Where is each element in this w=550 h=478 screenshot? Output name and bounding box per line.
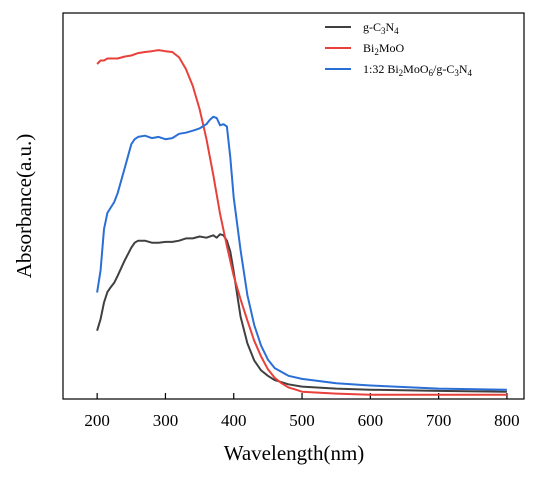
x-tick-label-800: 800 [494,411,520,430]
series-line-2 [96,49,507,396]
y-axis-label: Absorbance(a.u.) [12,134,36,279]
legend-label-3: 1:32 Bi2MoO6/g-C3N4 [363,62,473,78]
plot-frame [62,12,525,400]
legend-label-2: Bi2MoO [363,41,405,57]
series-layer [96,49,507,396]
legend-label-1: g-C3N4 [363,20,399,36]
series-line-1 [96,233,507,393]
x-tick-label-700: 700 [426,411,452,430]
x-tick-label-500: 500 [289,411,315,430]
x-tick-label-300: 300 [153,411,179,430]
x-tick-label-200: 200 [84,411,110,430]
x-tick-label-400: 400 [221,411,247,430]
x-axis-tick-labels: 200 300 400 500 600 700 800 [84,411,519,430]
x-axis-label: Wavelength(nm) [224,441,365,465]
legend: g-C3N4 Bi2MoO 1:32 Bi2MoO6/g-C3N4 [325,20,473,78]
series-line-3 [96,115,507,391]
x-tick-label-600: 600 [358,411,384,430]
